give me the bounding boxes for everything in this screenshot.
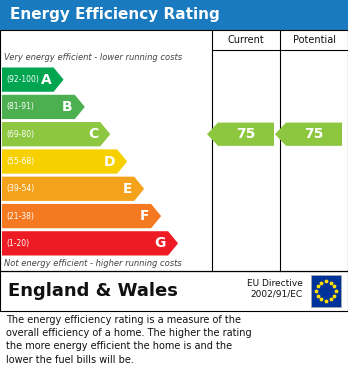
Polygon shape bbox=[2, 149, 127, 174]
Text: C: C bbox=[88, 127, 98, 141]
Text: G: G bbox=[155, 236, 166, 250]
Text: England & Wales: England & Wales bbox=[8, 282, 178, 300]
Polygon shape bbox=[2, 122, 110, 146]
Bar bbox=[0, 30, 348, 271]
Text: (21-38): (21-38) bbox=[6, 212, 34, 221]
Text: (81-91): (81-91) bbox=[6, 102, 34, 111]
Text: (92-100): (92-100) bbox=[6, 75, 39, 84]
Polygon shape bbox=[2, 231, 178, 255]
Text: B: B bbox=[62, 100, 73, 114]
Text: The energy efficiency rating is a measure of the
overall efficiency of a home. T: The energy efficiency rating is a measur… bbox=[6, 315, 252, 364]
Text: (1-20): (1-20) bbox=[6, 239, 29, 248]
Text: 75: 75 bbox=[304, 127, 324, 141]
Text: Current: Current bbox=[228, 35, 264, 45]
Polygon shape bbox=[2, 204, 161, 228]
Text: 75: 75 bbox=[236, 127, 256, 141]
Text: Energy Efficiency Rating: Energy Efficiency Rating bbox=[10, 7, 220, 23]
Polygon shape bbox=[2, 68, 64, 92]
Text: A: A bbox=[41, 73, 52, 87]
Polygon shape bbox=[2, 177, 144, 201]
Text: Potential: Potential bbox=[293, 35, 335, 45]
Text: (69-80): (69-80) bbox=[6, 130, 34, 139]
Bar bbox=[311, 275, 341, 307]
Text: Very energy efficient - lower running costs: Very energy efficient - lower running co… bbox=[4, 54, 182, 63]
Text: E: E bbox=[122, 182, 132, 196]
Text: EU Directive
2002/91/EC: EU Directive 2002/91/EC bbox=[247, 279, 303, 299]
Text: (39-54): (39-54) bbox=[6, 184, 34, 193]
Text: D: D bbox=[104, 154, 115, 169]
Text: F: F bbox=[140, 209, 149, 223]
Text: Not energy efficient - higher running costs: Not energy efficient - higher running co… bbox=[4, 260, 182, 269]
Text: (55-68): (55-68) bbox=[6, 157, 34, 166]
Bar bbox=[0, 0, 348, 30]
Polygon shape bbox=[275, 122, 342, 146]
Polygon shape bbox=[2, 95, 85, 119]
Polygon shape bbox=[207, 122, 274, 146]
Bar bbox=[0, 271, 348, 311]
